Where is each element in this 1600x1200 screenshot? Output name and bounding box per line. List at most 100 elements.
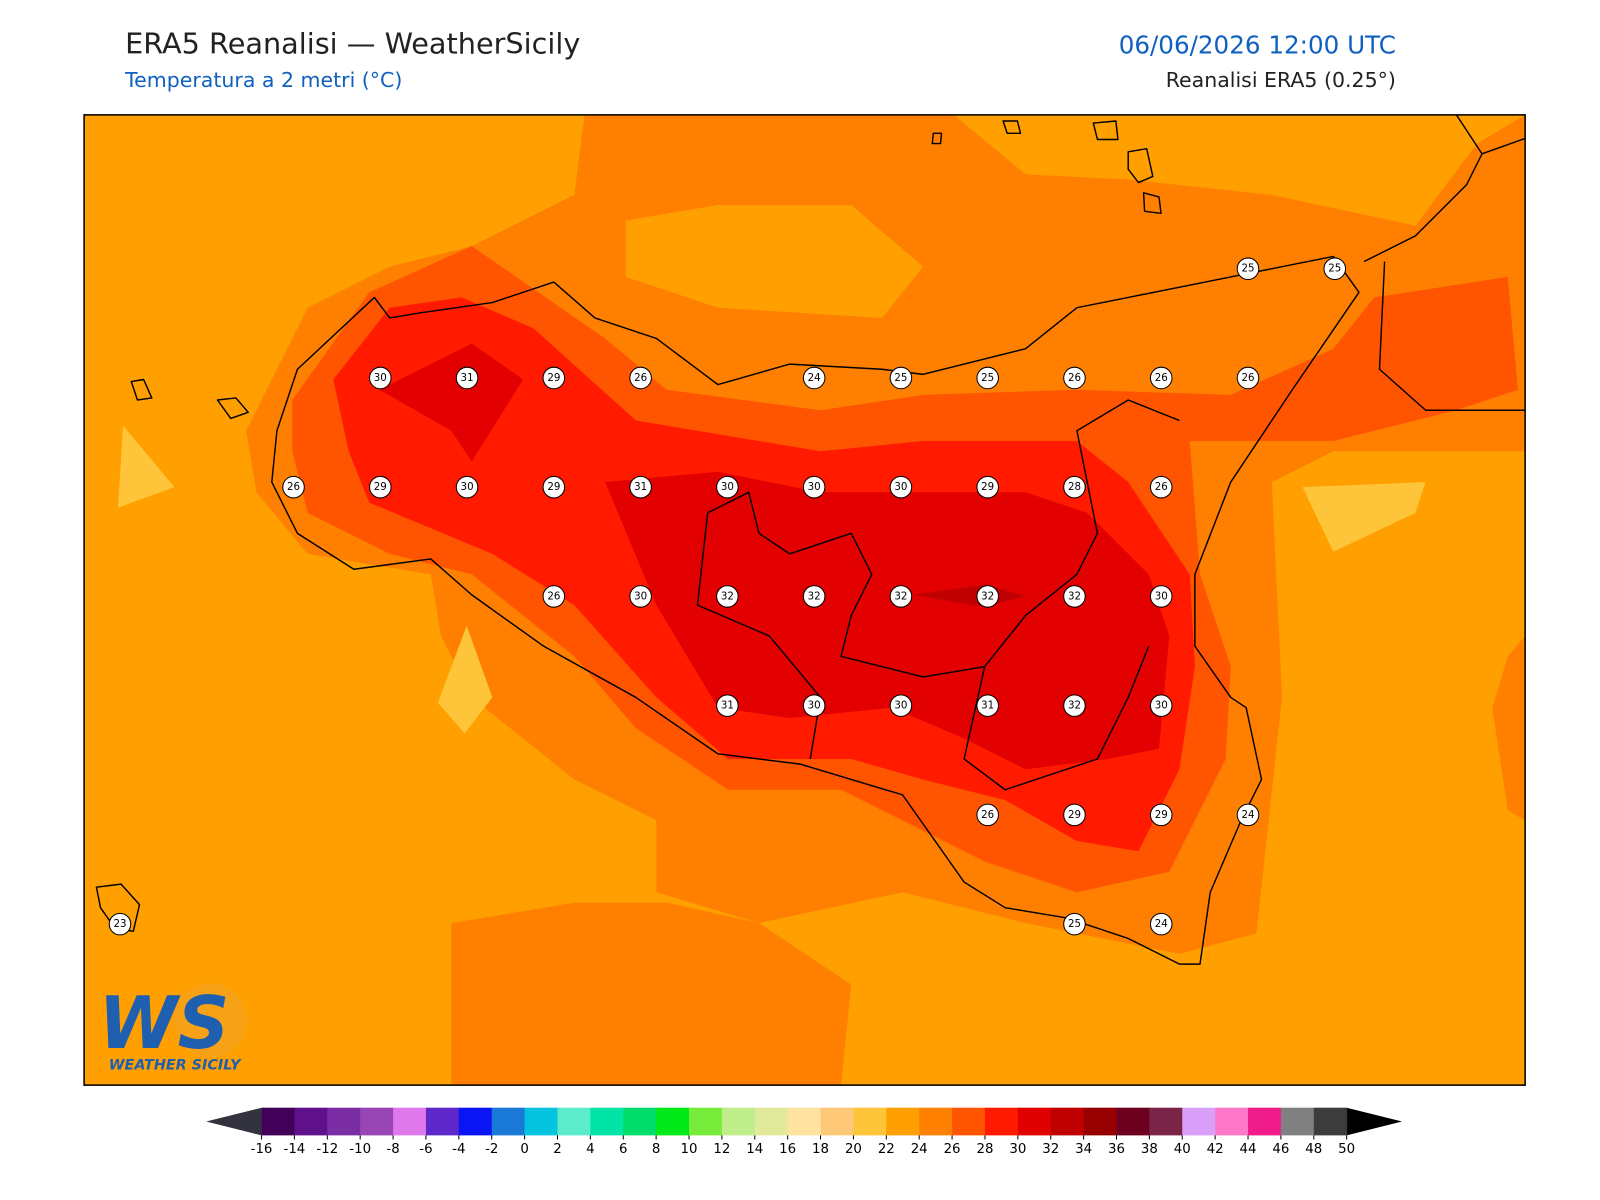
colorbar-label: 40 xyxy=(1174,1142,1191,1157)
colorbar-label: 8 xyxy=(652,1142,660,1157)
colorbar-box xyxy=(689,1107,723,1136)
station-marker xyxy=(629,585,652,608)
colorbar-box xyxy=(820,1107,854,1136)
station-marker xyxy=(716,585,739,608)
station-marker xyxy=(108,912,132,936)
colorbar-box xyxy=(557,1107,591,1136)
station-value: 31 xyxy=(461,372,474,384)
station-value: 26 xyxy=(547,590,560,602)
colorbar-box xyxy=(524,1107,558,1136)
station-value: 32 xyxy=(808,590,821,602)
colorbar-label: 24 xyxy=(911,1142,928,1157)
colorbar-label: 4 xyxy=(586,1142,594,1157)
station-marker xyxy=(542,475,566,499)
colorbar-box xyxy=(491,1107,526,1136)
colorbar-box xyxy=(952,1107,986,1136)
station-marker xyxy=(716,694,739,717)
station-value: 31 xyxy=(634,481,647,493)
station-marker xyxy=(889,585,913,608)
colorbar-label: 38 xyxy=(1141,1142,1158,1157)
station-value: 26 xyxy=(287,481,300,493)
colorbar-label: 44 xyxy=(1240,1142,1257,1157)
station-marker xyxy=(1063,694,1086,717)
temp-band xyxy=(117,425,175,508)
title: ERA5 Reanalisi — WeatherSicily xyxy=(125,26,580,60)
station-value: 26 xyxy=(1155,481,1168,493)
temp-band xyxy=(379,343,524,462)
colorbar-label: -12 xyxy=(316,1142,338,1157)
station-marker xyxy=(542,585,566,608)
station-marker xyxy=(1149,366,1173,390)
station-marker xyxy=(1149,912,1173,936)
station-marker xyxy=(976,475,999,499)
colorbar-label: 32 xyxy=(1042,1142,1059,1157)
colorbar-label: 26 xyxy=(944,1142,961,1157)
colorbar-label: 46 xyxy=(1272,1142,1289,1157)
station-marker xyxy=(802,366,826,390)
colorbar-box xyxy=(1313,1107,1348,1136)
station-value: 30 xyxy=(808,481,821,493)
station-value: 26 xyxy=(1068,372,1081,384)
datetime: 06/06/2026 12:00 UTC xyxy=(1119,30,1396,59)
colorbar-box xyxy=(853,1107,887,1136)
temp-band xyxy=(451,902,852,1086)
colorbar-label: 12 xyxy=(713,1142,730,1157)
station-marker xyxy=(802,585,826,608)
station-marker xyxy=(976,366,999,390)
station-marker xyxy=(369,366,392,390)
coastline xyxy=(696,399,1180,791)
temp-band xyxy=(1492,635,1526,821)
station-marker xyxy=(1149,475,1173,499)
station-value: 32 xyxy=(1068,590,1081,602)
station-marker xyxy=(976,803,999,827)
station-value: 30 xyxy=(721,481,734,493)
island xyxy=(931,132,943,145)
station-value: 32 xyxy=(894,590,907,602)
station-value: 30 xyxy=(461,481,474,493)
station-value: 30 xyxy=(894,481,907,493)
station-marker xyxy=(1149,585,1173,608)
colorbar-box xyxy=(360,1107,394,1136)
colorbar-label: 6 xyxy=(619,1142,627,1157)
temp-band xyxy=(625,205,924,318)
station-marker xyxy=(629,475,652,499)
station-marker xyxy=(716,475,739,499)
station-value: 25 xyxy=(1328,263,1341,275)
station-value: 29 xyxy=(547,481,560,493)
island xyxy=(130,378,153,401)
station-marker xyxy=(1236,366,1260,390)
temp-band xyxy=(605,471,1170,770)
station-marker xyxy=(889,694,913,717)
colorbar-box xyxy=(1248,1107,1282,1136)
island xyxy=(1127,147,1162,215)
colorbar-box xyxy=(1116,1107,1150,1136)
colorbar-box xyxy=(721,1107,756,1136)
station-marker xyxy=(889,475,913,499)
station-marker xyxy=(1149,803,1173,827)
colorbar-label: -14 xyxy=(284,1142,306,1157)
station-marker xyxy=(282,475,305,499)
subtitle: Temperatura a 2 metri (°C) xyxy=(124,68,402,92)
colorbar-label: -10 xyxy=(349,1142,371,1157)
colorbar-label: 50 xyxy=(1338,1142,1355,1157)
colorbar-label: -6 xyxy=(419,1142,432,1157)
colorbar-label: 42 xyxy=(1207,1142,1224,1157)
station-marker xyxy=(369,475,392,499)
map-frame xyxy=(83,114,1526,1086)
colorbar-label: 14 xyxy=(746,1142,763,1157)
colorbar-label: 28 xyxy=(976,1142,993,1157)
stations: 25 25 30 31 29 26 24 25 25 26 26 26 26 29 30 29 31 30 30 30… xyxy=(108,257,1347,936)
station-value: 25 xyxy=(894,372,907,384)
colorbar-box xyxy=(590,1107,624,1136)
logo-sun xyxy=(173,983,248,1058)
colorbar-label: -4 xyxy=(452,1142,465,1157)
station-value: 29 xyxy=(374,481,387,493)
station-value: 29 xyxy=(547,372,560,384)
station-marker xyxy=(629,366,652,390)
colorbar-box xyxy=(984,1107,1019,1136)
colorbar-box xyxy=(1083,1107,1118,1136)
station-value: 30 xyxy=(634,590,647,602)
colorbar-label: 36 xyxy=(1108,1142,1125,1157)
